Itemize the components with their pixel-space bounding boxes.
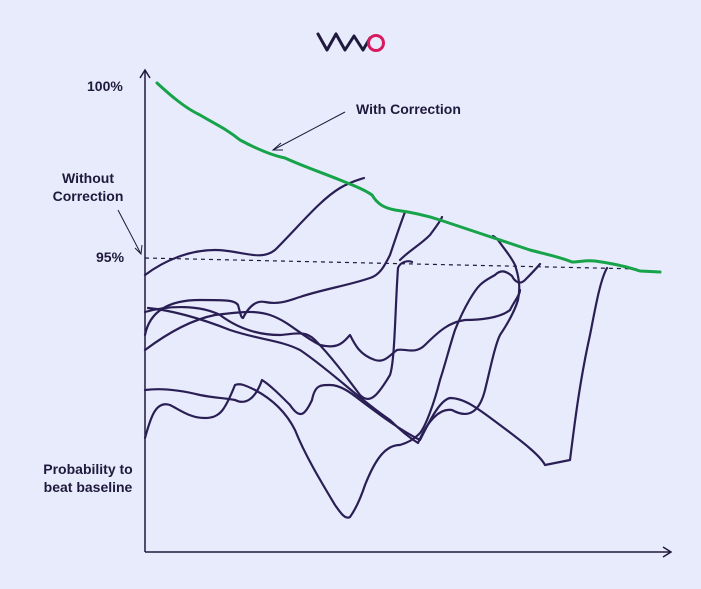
- with-correction-arrowhead: [271, 142, 283, 151]
- y-axis-arrow: [139, 68, 151, 79]
- without-correction-label: Without Correction: [52, 170, 124, 204]
- logo-v: [316, 32, 338, 52]
- threshold-95-dashed-line: [144, 257, 641, 270]
- walk-line-3: [143, 288, 522, 362]
- y-tick-95: 95%: [96, 249, 125, 265]
- x-axis-arrow: [662, 546, 673, 558]
- without-correction-arrow: [117, 209, 142, 255]
- walk-line-2: [143, 210, 407, 337]
- vwo-logo: [316, 32, 385, 52]
- y-tick-100: 100%: [87, 78, 123, 94]
- logo-w: [334, 32, 372, 52]
- annotation-arrows: [117, 111, 346, 256]
- logo-o: [367, 34, 385, 52]
- walk-line-6: [143, 262, 542, 519]
- with-correction-arrow: [272, 111, 346, 151]
- walk-line-8: [398, 215, 444, 262]
- walk-line-1: [143, 176, 366, 277]
- walk-line-4: [143, 260, 414, 400]
- random-walk-lines: [143, 176, 609, 519]
- with-correction-line: [155, 81, 662, 274]
- with-correction-label: With Correction: [356, 101, 461, 117]
- walk-line-7: [146, 234, 521, 445]
- y-axis-label: Probability to beat baseline: [43, 461, 133, 495]
- walk-line-5: [143, 266, 609, 467]
- without-correction-arrowhead: [134, 244, 143, 256]
